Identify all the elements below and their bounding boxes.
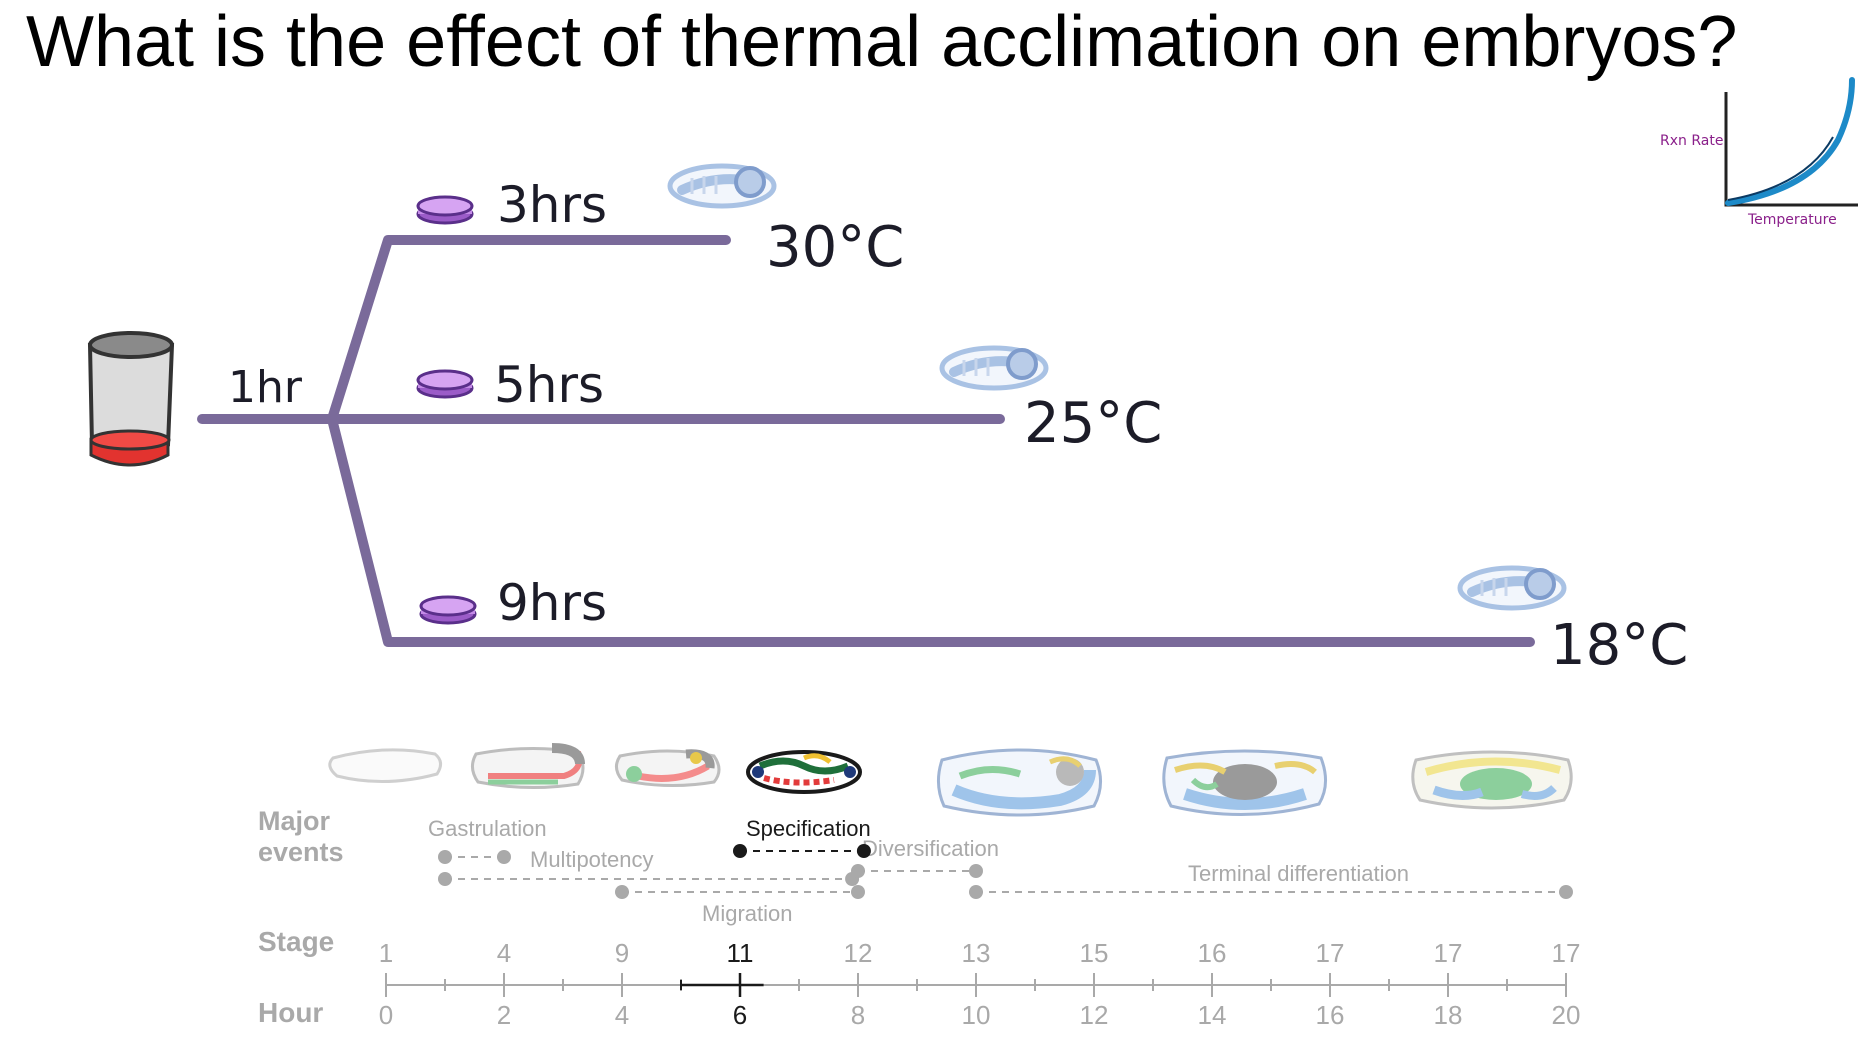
initial-incubation-label: 1hr: [228, 362, 303, 413]
embryo-stage-icon: [615, 749, 721, 788]
stage-tick-label: 1: [379, 938, 393, 968]
event-dot-specification: [856, 844, 871, 858]
hour-tick-label: 16: [1316, 1000, 1345, 1030]
event-bars: [438, 844, 1573, 899]
embryo-icon: [1460, 568, 1564, 608]
hour-tick-label: 10: [962, 1000, 991, 1030]
event-label-migration: Migration: [702, 901, 792, 926]
embryo-stage-icon: [471, 743, 585, 790]
stage-heading: Stage: [258, 926, 334, 957]
event-dot-diversification: [969, 864, 983, 878]
branch-line-bottom: [327, 414, 1535, 647]
branch-duration-top: 3hrs: [497, 176, 607, 234]
event-dot-gastrulation: [438, 850, 452, 864]
stage-tick-label: 17: [1434, 938, 1463, 968]
embryo-stage-icon: [1411, 750, 1573, 810]
dish-icon: [416, 369, 474, 399]
branch-duration-bottom: 9hrs: [497, 574, 607, 632]
branch-line-top: [327, 235, 731, 424]
hour-tick-label: 0: [379, 1000, 393, 1030]
inset-graph-xlabel: Temperature: [1747, 212, 1837, 228]
stage-tick-label: 13: [962, 938, 991, 968]
embryo-stage-icon: [1162, 749, 1327, 817]
inset-graph-axes: [1724, 92, 1858, 207]
event-dot-specification: [733, 844, 747, 858]
embryo-icon: [942, 348, 1046, 388]
stage-tick-label: 9: [615, 938, 629, 968]
hour-tick-label: 14: [1198, 1000, 1227, 1030]
inset-graph-curve: [1725, 77, 1855, 206]
event-dot-terminal-differentiation: [1559, 885, 1573, 899]
stage-tick-label: 17: [1316, 938, 1345, 968]
inset-graph-ylabel: Rxn Rate: [1660, 133, 1723, 149]
branch-temperature-top: 30°C: [766, 215, 904, 280]
event-dot-migration: [615, 885, 629, 899]
embryo-stage-icon: [937, 748, 1102, 817]
stage-tick-label: 12: [844, 938, 873, 968]
timeline-axis: 0 2 4 6 8 10 12 14 16 18 201 4 9 11 12 13 15 16 17 17 17: [379, 938, 1581, 1030]
stage-tick-label: 17: [1552, 938, 1581, 968]
page-title: What is the effect of thermal acclimatio…: [26, 2, 1738, 82]
embryo-strip: [328, 743, 1573, 817]
event-label-gastrulation: Gastrulation: [428, 816, 547, 841]
hour-tick-label: 20: [1552, 1000, 1581, 1030]
event-label-multipotency: Multipotency: [530, 847, 654, 872]
branch-duration-middle: 5hrs: [494, 356, 604, 414]
inset-graph: Rxn Rate Temperature: [1660, 77, 1858, 228]
branch-temperature-bottom: 18°C: [1550, 613, 1688, 678]
hour-tick-label: 8: [851, 1000, 865, 1030]
event-dot-multipotency: [438, 872, 452, 886]
embryo-stage-icon: [328, 748, 442, 784]
event-label-terminal-differentiation: Terminal differentiation: [1188, 861, 1409, 886]
event-label-specification: Specification: [746, 816, 871, 841]
event-dot-migration: [851, 885, 865, 899]
event-label-diversification: Diversification: [862, 836, 999, 861]
hour-tick-label: 4: [615, 1000, 629, 1030]
event-dot-terminal-differentiation: [969, 885, 983, 899]
embryo-icon: [670, 166, 774, 206]
hour-tick-label: 6: [733, 1000, 747, 1030]
hour-heading: Hour: [258, 997, 323, 1028]
embryo-stage-icon: [746, 750, 862, 794]
stage-tick-label: 15: [1080, 938, 1109, 968]
hour-tick-label: 2: [497, 1000, 511, 1030]
branch-lines: [197, 235, 1535, 647]
stage-tick-label: 16: [1198, 938, 1227, 968]
event-dot-diversification: [851, 864, 865, 878]
branch-temperature-middle: 25°C: [1024, 391, 1162, 456]
major-events-heading: Major events: [258, 806, 344, 867]
stage-tick-label: 4: [497, 938, 511, 968]
stage-tick-label: 11: [727, 938, 754, 968]
hour-tick-label: 12: [1080, 1000, 1109, 1030]
hour-tick-label: 18: [1434, 1000, 1463, 1030]
test-tube-icon: [87, 331, 175, 467]
event-dot-gastrulation: [497, 850, 511, 864]
dish-icon: [419, 595, 477, 625]
dish-icon: [416, 195, 474, 225]
